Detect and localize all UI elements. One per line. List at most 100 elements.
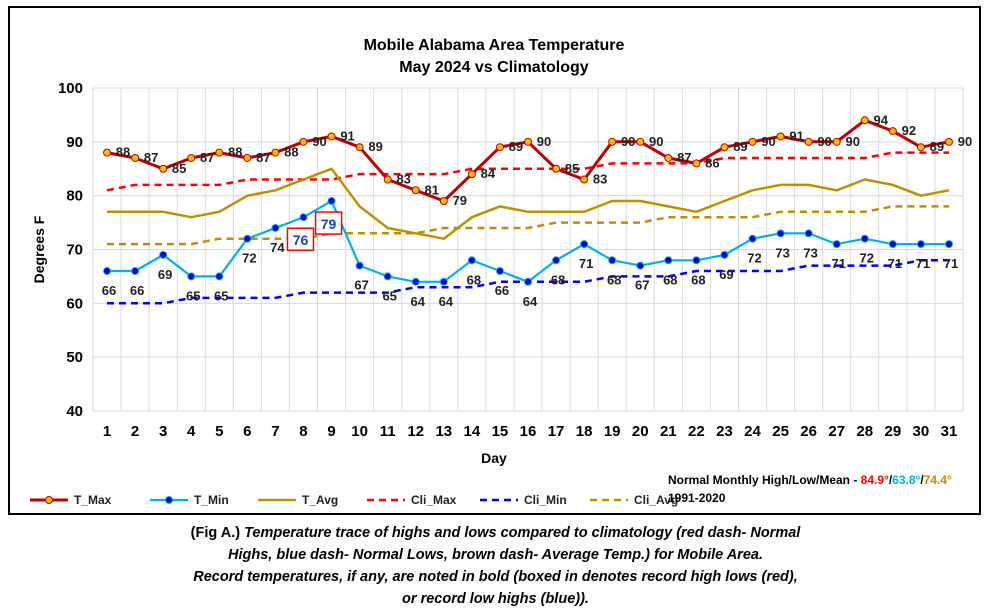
- caption-line-3: Record temperatures, if any, are noted i…: [193, 569, 798, 585]
- x-tick-label: 25: [772, 423, 789, 440]
- data-label-t-min: 65: [186, 288, 200, 303]
- x-tick-label: 3: [159, 423, 167, 440]
- record-box: [314, 211, 343, 235]
- legend-label: T_Max: [74, 493, 112, 507]
- point-t-max: [748, 137, 757, 146]
- caption-line-1: (Fig A.) Temperature trace of highs and …: [0, 522, 991, 544]
- y-tick-label: 50: [66, 349, 83, 366]
- data-label-t-max: 91: [340, 128, 354, 143]
- data-label-t-min: 72: [242, 251, 256, 266]
- data-label-t-max: 87: [677, 150, 691, 165]
- point-t-min: [860, 234, 869, 243]
- data-label-t-max: 90: [621, 134, 635, 149]
- point-t-max: [888, 127, 897, 136]
- x-tick-label: 4: [187, 423, 196, 440]
- data-label-t-max: 88: [228, 145, 242, 160]
- point-t-min: [383, 272, 392, 281]
- x-tick-label: 17: [548, 423, 565, 440]
- point-t-min: [608, 256, 617, 265]
- point-t-max: [103, 148, 112, 157]
- data-label-t-max: 83: [593, 172, 607, 187]
- data-label-t-min: 66: [130, 283, 144, 298]
- x-tick-label: 1: [103, 423, 111, 440]
- data-label-t-max: 87: [200, 150, 214, 165]
- legend-label: Cli_Max: [411, 493, 457, 507]
- point-t-max: [664, 153, 673, 162]
- data-label-t-max: 90: [958, 134, 972, 149]
- point-t-max: [860, 116, 869, 125]
- data-label-t-min: 68: [467, 272, 481, 287]
- point-t-max: [215, 148, 224, 157]
- legend-label: Cli_Min: [524, 493, 567, 507]
- point-t-max: [439, 197, 448, 206]
- point-t-max: [720, 143, 729, 152]
- point-t-min: [888, 240, 897, 249]
- data-label-t-min: 71: [888, 256, 902, 271]
- point-t-max: [299, 137, 308, 146]
- data-label-t-max: 90: [761, 134, 775, 149]
- point-t-min: [692, 256, 701, 265]
- normals-annotation: Normal Monthly High/Low/Mean - 84.9°/63.…: [668, 473, 952, 487]
- data-label-t-max: 89: [368, 139, 382, 154]
- record-box-label: 79: [321, 216, 337, 232]
- x-tick-label: 15: [492, 423, 509, 440]
- x-tick-label: 7: [271, 423, 279, 440]
- x-tick-label: 20: [632, 423, 649, 440]
- data-label-t-max: 91: [789, 128, 803, 143]
- annotation-part: /: [889, 473, 893, 487]
- data-label-t-min: 68: [551, 272, 565, 287]
- point-t-max: [131, 153, 140, 162]
- data-label-t-min: 67: [354, 278, 368, 293]
- point-t-min: [916, 240, 925, 249]
- data-label-t-max: 88: [284, 145, 298, 160]
- data-label-t-min: 74: [270, 240, 285, 255]
- point-t-min: [187, 272, 196, 281]
- x-tick-label: 31: [941, 423, 958, 440]
- data-label-t-max: 90: [537, 134, 551, 149]
- data-label-t-max: 89: [930, 139, 944, 154]
- point-t-min: [299, 213, 308, 222]
- data-label-t-min: 64: [439, 294, 454, 309]
- x-tick-label: 19: [604, 423, 621, 440]
- legend-marker: [165, 496, 173, 504]
- point-t-max: [580, 175, 589, 184]
- x-tick-label: 29: [884, 423, 901, 440]
- point-t-min: [159, 250, 168, 259]
- chart-title: Mobile Alabama Area Temperature: [364, 37, 625, 54]
- data-label-t-min: 71: [916, 256, 930, 271]
- x-tick-label: 23: [716, 423, 733, 440]
- point-t-max: [243, 153, 252, 162]
- point-t-min: [467, 256, 476, 265]
- point-t-max: [916, 143, 925, 152]
- point-t-min: [131, 267, 140, 276]
- data-label-t-min: 68: [663, 272, 677, 287]
- point-t-min: [439, 277, 448, 286]
- x-tick-label: 6: [243, 423, 251, 440]
- point-t-min: [776, 229, 785, 238]
- data-label-t-min: 64: [411, 294, 426, 309]
- x-tick-label: 9: [327, 423, 335, 440]
- point-t-min: [103, 267, 112, 276]
- y-tick-label: 100: [58, 80, 83, 97]
- x-tick-label: 30: [913, 423, 930, 440]
- data-label-t-min: 73: [775, 245, 789, 260]
- data-label-t-max: 86: [705, 155, 719, 170]
- data-label-t-min: 67: [635, 278, 649, 293]
- annotation-part: 63.8°: [892, 473, 920, 487]
- annotation-part: /: [920, 473, 924, 487]
- data-label-t-max: 90: [312, 134, 326, 149]
- x-tick-label: 21: [660, 423, 677, 440]
- series-line-t-avg: [107, 167, 950, 240]
- series-line-cli-max: [106, 151, 949, 192]
- data-label-t-max: 90: [649, 134, 663, 149]
- point-t-max: [271, 148, 280, 157]
- x-tick-label: 24: [744, 423, 761, 440]
- annotation-part: 74.4°: [924, 473, 952, 487]
- point-t-max: [944, 137, 953, 146]
- point-t-min: [944, 240, 953, 249]
- point-t-min: [355, 261, 364, 270]
- data-label-t-max: 88: [116, 145, 130, 160]
- y-tick-label: 90: [66, 134, 83, 151]
- data-label-t-max: 83: [396, 172, 410, 187]
- point-t-min: [411, 277, 420, 286]
